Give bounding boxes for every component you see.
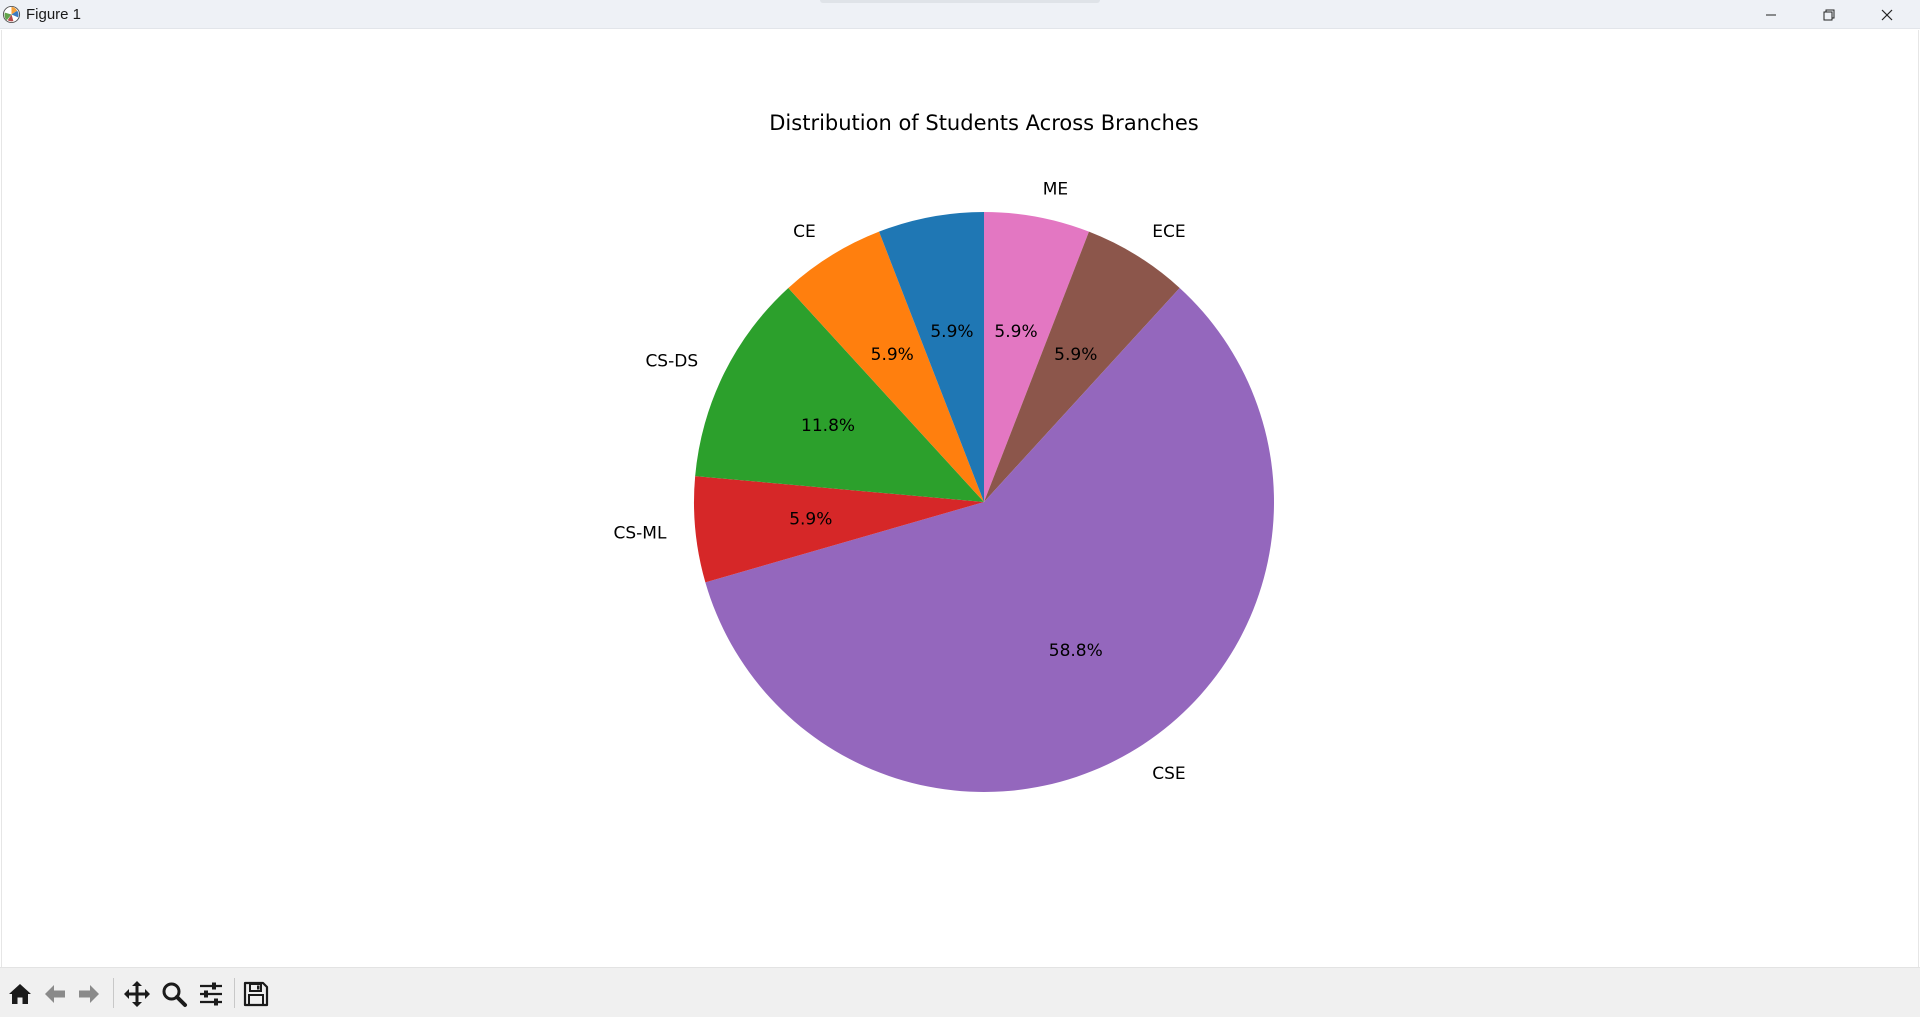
- pie-labels: 5.9% ME 5.9% ECE 58.8% CSE 5.9% CS-ML 11.8% CS-DS…: [614, 179, 1186, 784]
- close-icon: [1881, 9, 1893, 20]
- toolbar-separator: [113, 978, 114, 1008]
- matplotlib-logo-icon: [2, 5, 21, 24]
- pie-slice: [695, 287, 984, 502]
- configure-subplots-button[interactable]: [196, 979, 226, 1009]
- close-button[interactable]: [1858, 0, 1916, 29]
- save-icon: [243, 981, 269, 1007]
- title-bar-drag-strip: [820, 0, 1100, 3]
- pie-slices: [693, 212, 1274, 792]
- slice-category-label: CE: [793, 222, 816, 242]
- pie-slice: [693, 476, 984, 583]
- configure-subplots-icon: [200, 982, 222, 1006]
- pie-slice: [705, 287, 1274, 792]
- toolbar-separator: [234, 978, 235, 1008]
- figure-canvas[interactable]: Distribution of Students Across Branches…: [1, 30, 1919, 967]
- pie-chart: Distribution of Students Across Branches…: [614, 111, 1274, 792]
- navigation-toolbar: [0, 967, 1920, 1017]
- back-icon: [45, 985, 65, 1003]
- pie-slice: [984, 212, 1089, 502]
- slice-category-label: ECE: [1152, 222, 1185, 242]
- minimize-button[interactable]: [1742, 0, 1800, 29]
- zoom-icon: [162, 982, 187, 1007]
- window-title: Figure 1: [26, 6, 82, 23]
- slice-percent-label: 5.9%: [871, 345, 914, 365]
- slice-category-label: ME: [1043, 179, 1068, 199]
- restore-icon: [1823, 9, 1835, 20]
- forward-icon: [79, 985, 99, 1003]
- pan-button[interactable]: [122, 979, 152, 1009]
- home-button[interactable]: [5, 979, 35, 1009]
- slice-percent-label: 58.8%: [1049, 641, 1103, 661]
- restore-button[interactable]: [1800, 0, 1858, 29]
- zoom-button[interactable]: [159, 979, 189, 1009]
- pie-slice: [788, 231, 984, 502]
- slice-category-label: CSE: [1152, 764, 1185, 784]
- chart-title: Distribution of Students Across Branches: [769, 111, 1198, 135]
- minimize-icon: [1766, 14, 1776, 15]
- slice-percent-label: 5.9%: [1054, 345, 1097, 365]
- slice-percent-label: 11.8%: [801, 416, 855, 436]
- pie-slice: [984, 231, 1180, 502]
- pan-icon: [124, 981, 150, 1007]
- save-button[interactable]: [241, 979, 271, 1009]
- pie-slice: [879, 212, 984, 502]
- back-button[interactable]: [40, 979, 70, 1009]
- home-icon: [9, 984, 31, 1004]
- slice-category-label: CS-DS: [645, 351, 698, 371]
- title-bar: Figure 1: [0, 0, 1920, 29]
- slice-percent-label: 5.9%: [789, 510, 832, 530]
- slice-category-label: CS-ML: [614, 523, 667, 543]
- slice-percent-label: 5.9%: [994, 322, 1037, 342]
- slice-percent-label: 5.9%: [930, 322, 973, 342]
- forward-button[interactable]: [74, 979, 104, 1009]
